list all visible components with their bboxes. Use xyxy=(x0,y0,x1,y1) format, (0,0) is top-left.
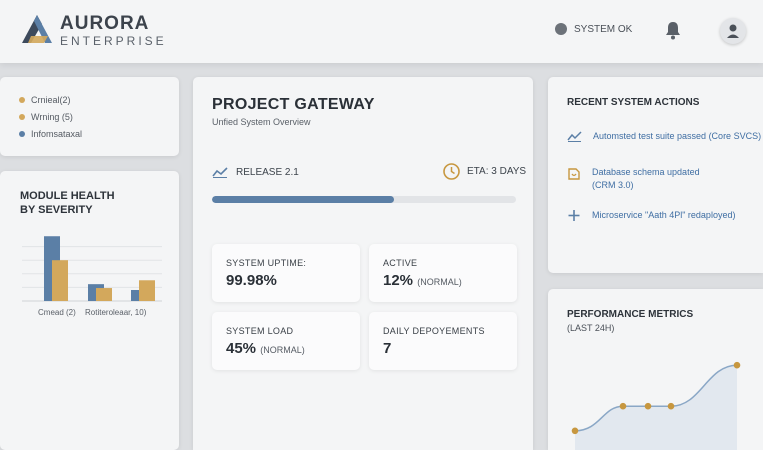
stat-card-uptime: SYSTEM UPTIME: 99.98% xyxy=(212,244,360,302)
legend-label: Crnieal(2) xyxy=(31,95,71,105)
gateway-subtitle: Unfied System Overview xyxy=(212,117,311,127)
recent-actions-card: RECENT SYSTEM ACTIONS Automsted test sui… xyxy=(548,77,763,273)
legend-item-critical: Crnieal(2) xyxy=(19,95,71,105)
aurora-logo-icon xyxy=(22,15,52,43)
brand-name: AURORA xyxy=(60,13,150,34)
performance-metrics-card: PERFORMANCE METRICS (LAST 24H) xyxy=(548,289,763,450)
stat-value: 45% (NORMAL) xyxy=(226,340,305,357)
action-line: Microservice "Aath 4Pl" redaployed) xyxy=(592,210,736,220)
performance-title: PERFORMANCE METRICS xyxy=(567,309,694,320)
stat-note: (NORMAL) xyxy=(260,345,305,355)
database-icon xyxy=(568,168,580,180)
stat-value: 7 xyxy=(383,340,391,357)
brand-subtitle: ENTERPRISE xyxy=(60,34,167,48)
stat-note: (NORMAL) xyxy=(417,277,462,287)
action-item-database[interactable]: Database schema updated (CRM 3.0) xyxy=(567,166,700,192)
user-icon xyxy=(727,24,739,38)
legend-dot-icon xyxy=(19,97,25,103)
eta-label: ETA: 3 DAYS xyxy=(467,166,527,177)
performance-area xyxy=(575,365,737,450)
release-label: RELEASE 2.1 xyxy=(236,166,299,178)
performance-point-2 xyxy=(619,402,627,410)
stat-value: 12% (NORMAL) xyxy=(383,272,462,289)
stat-card-active: ACTIVE 12% (NORMAL) xyxy=(369,244,517,302)
plus-icon xyxy=(568,210,580,221)
bar-gold-3 xyxy=(139,280,155,301)
release-info: RELEASE 2.1 xyxy=(212,166,299,178)
stat-value-text: 12% xyxy=(383,272,414,289)
performance-point-1 xyxy=(571,427,579,435)
release-progress-fill xyxy=(212,196,395,203)
stat-value: 99.98% xyxy=(226,272,277,289)
status-text: SYSTEM OK xyxy=(574,23,633,35)
trend-icon xyxy=(567,131,582,142)
brand: AURORA ENTERPRISE xyxy=(60,13,167,49)
legend-label: Infomsataxal xyxy=(31,129,83,139)
status-dot-icon xyxy=(555,23,567,35)
app-header: AURORA ENTERPRISE SYSTEM OK xyxy=(0,0,763,63)
x-tick-label: Cmead (2) xyxy=(38,308,76,317)
performance-subtitle: (LAST 24H) xyxy=(567,323,615,333)
clock-icon xyxy=(443,163,460,180)
legend-item-informational: Infomsataxal xyxy=(19,129,82,139)
recent-actions-title: RECENT SYSTEM ACTIONS xyxy=(567,97,700,108)
trend-icon xyxy=(212,167,228,178)
action-line: Database schema updated xyxy=(592,167,700,177)
performance-point-3 xyxy=(644,402,652,410)
performance-chart xyxy=(571,361,741,450)
bell-icon[interactable] xyxy=(664,20,682,40)
release-progress-bar xyxy=(212,196,516,203)
action-item-microservice[interactable]: Microservice "Aath 4Pl" redaployed) xyxy=(567,209,735,222)
stat-label: SYSTEM LOAD xyxy=(226,326,294,336)
action-item-tests[interactable]: Automsted test suite passed (Core SVCS) xyxy=(567,130,761,143)
avatar[interactable] xyxy=(720,18,746,44)
legend-item-warning: Wrning (5) xyxy=(19,112,73,122)
action-text: Database schema updated (CRM 3.0) xyxy=(592,166,700,192)
legend-dot-icon xyxy=(19,114,25,120)
performance-point-4 xyxy=(667,402,675,410)
bar-gold-1 xyxy=(52,260,68,301)
bar-gold-2 xyxy=(96,288,112,301)
stat-label: DAILY DEPOYEMENTS xyxy=(383,326,485,336)
module-health-card: MODULE HEALTH BY SEVERITY Cmead (2) Rotit… xyxy=(0,171,179,450)
legend-label: Wrning (5) xyxy=(31,112,73,122)
performance-point-5 xyxy=(733,361,741,369)
system-status: SYSTEM OK xyxy=(555,23,632,35)
action-text: Automsted test suite passed (Core SVCS) xyxy=(593,130,761,143)
stat-value-text: 45% xyxy=(226,340,257,357)
stat-label: SYSTEM UPTIME: xyxy=(226,258,307,268)
action-line: (CRM 3.0) xyxy=(592,180,634,190)
severity-legend-card: Crnieal(2) Wrning (5) Infomsataxal xyxy=(0,77,179,156)
module-health-chart: Cmead (2) Rotiteroleaar, 10) xyxy=(22,236,162,317)
project-gateway-card: PROJECT GATEWAY Unfied System Overview R… xyxy=(193,77,533,450)
action-text: Microservice "Aath 4Pl" redaployed) xyxy=(592,209,735,222)
gateway-title: PROJECT GATEWAY xyxy=(212,96,375,113)
eta-info: ETA: 3 DAYS xyxy=(443,163,526,180)
module-health-title: MODULE HEALTH BY SEVERITY xyxy=(20,190,115,216)
legend-dot-icon xyxy=(19,131,25,137)
stat-card-system-load: SYSTEM LOAD 45% (NORMAL) xyxy=(212,312,360,370)
stat-card-daily-deployments: DAILY DEPOYEMENTS 7 xyxy=(369,312,517,370)
x-tick-label: Rotiteroleaar, 10) xyxy=(85,308,147,317)
action-line: Automsted test suite passed (Core SVCS) xyxy=(593,131,762,141)
stat-value-text: 99.98% xyxy=(226,272,277,289)
stat-value-text: 7 xyxy=(383,340,392,357)
stat-label: ACTIVE xyxy=(383,258,418,268)
